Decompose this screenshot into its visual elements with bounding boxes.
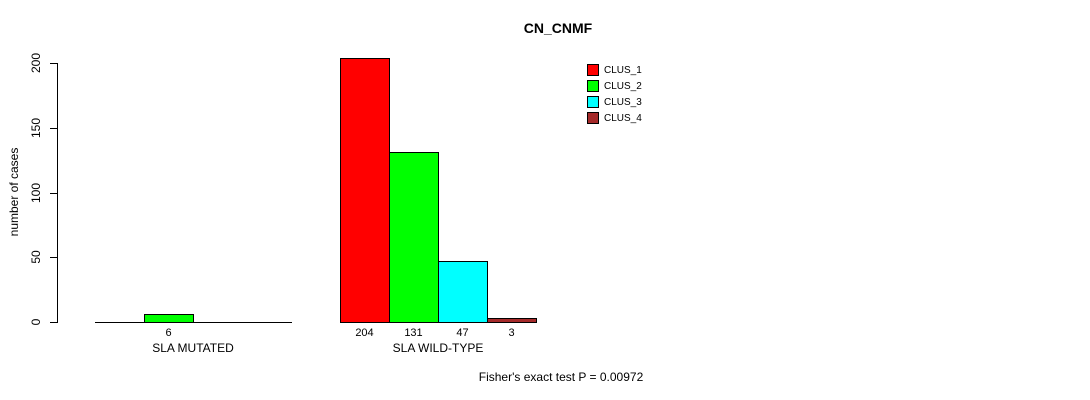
y-axis-tick [50,257,57,258]
x-category-label: SLA WILD-TYPE [392,341,484,355]
bar-clus_4 [487,318,537,323]
legend-label: CLUS_3 [604,96,642,108]
legend-label: CLUS_1 [604,64,642,76]
y-axis-label: number of cases [7,147,21,237]
legend-swatch [587,64,599,76]
y-tick-label: 100 [29,182,43,204]
y-axis-tick [50,128,57,129]
y-axis-line [57,63,58,323]
x-category-label: SLA MUTATED [152,341,234,355]
legend-swatch [587,112,599,124]
y-tick-label: 150 [29,117,43,139]
bar-value-label: 6 [165,327,172,339]
y-axis-tick [50,63,57,64]
legend-label: CLUS_2 [604,80,642,92]
bar-clus_2 [144,314,194,323]
legend-item: CLUS_3 [587,94,642,110]
bar-clus_3 [438,261,488,323]
legend-swatch [587,80,599,92]
y-tick-label: 50 [29,250,43,264]
y-tick-label: 0 [29,318,43,326]
bar-value-label: 3 [508,327,515,339]
legend-label: CLUS_4 [604,112,642,124]
y-tick-label: 200 [29,52,43,74]
bar-value-label: 47 [456,327,469,339]
bar-value-label: 204 [355,327,374,339]
legend: CLUS_1 CLUS_2 CLUS_3 CLUS_4 [587,62,642,126]
legend-item: CLUS_4 [587,110,642,126]
legend-item: CLUS_2 [587,78,642,94]
bar-clus_1 [340,58,390,323]
legend-item: CLUS_1 [587,62,642,78]
chart-title: CN_CNMF [523,20,593,36]
y-axis-tick [50,322,57,323]
legend-swatch [587,96,599,108]
bar-value-label: 131 [404,327,423,339]
y-axis-tick [50,193,57,194]
bar-clus_2 [389,152,439,323]
fisher-test-annotation: Fisher's exact test P = 0.00972 [478,370,644,384]
